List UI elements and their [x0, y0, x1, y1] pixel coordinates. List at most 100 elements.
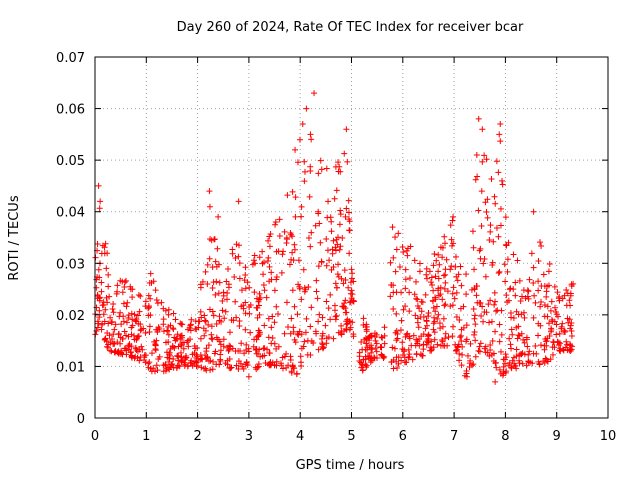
data-point: [557, 345, 564, 352]
data-point: [118, 321, 125, 328]
data-point: [315, 318, 322, 325]
data-point: [390, 305, 397, 312]
data-point: [368, 332, 375, 339]
data-point: [165, 306, 172, 313]
data-point: [535, 278, 542, 285]
data-point: [263, 294, 270, 301]
data-point: [160, 328, 167, 335]
data-point: [110, 301, 117, 308]
y-tick-label: 0.03: [56, 257, 85, 272]
data-point: [526, 348, 533, 355]
data-point: [404, 330, 411, 337]
data-point: [518, 293, 525, 300]
data-point: [216, 279, 223, 286]
data-point: [454, 344, 461, 351]
data-point: [400, 248, 407, 255]
data-point: [480, 260, 487, 267]
data-point: [475, 207, 482, 214]
data-point: [265, 237, 272, 244]
data-point: [547, 328, 554, 335]
data-point: [242, 299, 249, 306]
data-point: [129, 316, 136, 323]
data-point: [472, 176, 479, 183]
data-point: [325, 334, 332, 341]
data-point: [117, 309, 124, 316]
data-point: [147, 365, 154, 372]
data-point: [259, 248, 266, 255]
data-point: [327, 316, 334, 323]
data-point: [512, 279, 519, 286]
data-point: [458, 282, 465, 289]
data-point: [449, 333, 456, 340]
data-point: [487, 228, 494, 235]
data-point: [102, 306, 109, 313]
data-point: [459, 351, 466, 358]
data-point: [160, 321, 167, 328]
data-point: [546, 320, 553, 327]
data-point: [420, 341, 427, 348]
data-point: [568, 327, 575, 334]
data-point: [152, 342, 159, 349]
data-point: [441, 233, 448, 240]
data-point: [431, 251, 438, 258]
data-point: [417, 313, 424, 320]
data-point: [335, 168, 342, 175]
data-point: [319, 340, 326, 347]
data-point: [335, 159, 342, 166]
data-point: [387, 293, 394, 300]
data-point: [298, 331, 305, 338]
data-point: [207, 367, 214, 374]
data-point: [496, 268, 503, 275]
data-point: [541, 283, 548, 290]
data-point: [455, 341, 462, 348]
data-point: [261, 259, 268, 266]
data-point: [169, 360, 176, 367]
data-point: [435, 311, 442, 318]
data-point: [378, 334, 385, 341]
data-point: [102, 240, 109, 247]
data-point: [521, 339, 528, 346]
data-point: [496, 338, 503, 345]
x-tick-label: 8: [501, 429, 509, 444]
data-point: [477, 340, 484, 347]
data-point: [145, 312, 152, 319]
data-point: [165, 364, 172, 371]
data-point: [413, 295, 420, 302]
data-point: [298, 213, 305, 220]
data-point: [202, 356, 209, 363]
data-point: [337, 243, 344, 250]
data-point: [182, 361, 189, 368]
data-point: [564, 290, 571, 297]
data-point: [199, 278, 206, 285]
data-point: [364, 346, 371, 353]
data-point: [147, 270, 154, 277]
data-point: [346, 250, 353, 257]
data-point: [210, 358, 217, 365]
data-point: [109, 318, 116, 325]
data-point: [530, 264, 537, 271]
data-point: [514, 257, 521, 264]
data-point: [120, 318, 127, 325]
data-point: [429, 298, 436, 305]
data-point: [519, 360, 526, 367]
data-point: [460, 324, 467, 331]
data-point: [336, 246, 343, 253]
data-point: [235, 198, 242, 205]
data-point: [422, 325, 429, 332]
data-point: [463, 291, 470, 298]
data-point: [167, 322, 174, 329]
data-point: [123, 319, 130, 326]
data-point: [204, 261, 211, 268]
data-point: [457, 263, 464, 270]
data-point: [439, 336, 446, 343]
data-point: [526, 276, 533, 283]
data-point: [153, 362, 160, 369]
data-point: [275, 343, 282, 350]
data-point: [343, 126, 350, 133]
data-point: [497, 222, 504, 229]
data-point: [266, 263, 273, 270]
data-point: [489, 259, 496, 266]
data-point: [242, 361, 249, 368]
data-point: [174, 352, 181, 359]
data-point: [516, 352, 523, 359]
